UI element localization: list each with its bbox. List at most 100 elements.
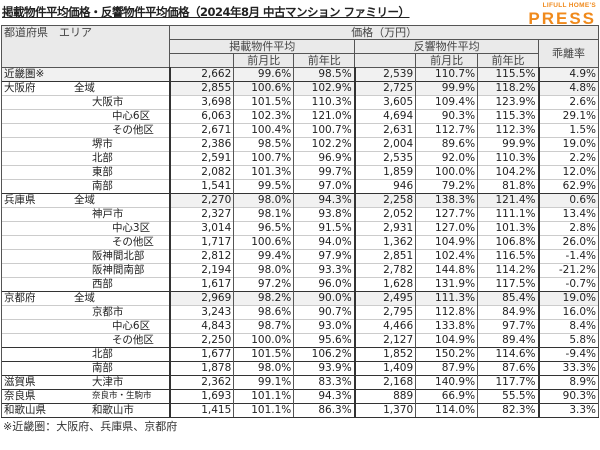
response-price-cell: 2,495 xyxy=(353,291,417,306)
region-cell: 近畿圏※ xyxy=(0,67,171,82)
listed-mom-cell: 98.1% xyxy=(233,207,295,222)
table-row: 阪神間北部 2,812 99.4% 97.9% 2,851 102.4% 116.5% -1.… xyxy=(0,249,599,264)
table-row: 兵庫県 全域 2,270 98.0% 94.3% 2,258 138.3% 121.4% 0.6… xyxy=(0,193,599,208)
response-yoy-cell: 118.2% xyxy=(477,81,540,96)
gap-rate-cell: 2.8% xyxy=(537,221,599,236)
listed-yoy-cell: 90.0% xyxy=(293,291,356,306)
gap-rate-cell: 8.4% xyxy=(537,319,599,334)
prefecture-cell xyxy=(0,347,66,362)
listed-price-cell: 2,855 xyxy=(168,81,235,96)
response-yoy-cell: 87.6% xyxy=(477,361,540,376)
listed-mom-cell: 101.5% xyxy=(233,95,295,110)
table-row: 西部 1,617 97.2% 96.0% 1,628 131.9% 117.5% -0.7% xyxy=(0,277,599,292)
gap-rate-cell: 16.0% xyxy=(537,305,599,320)
area-cell: 阪神間南部 xyxy=(65,263,171,278)
response-yoy-cell: 106.8% xyxy=(477,235,540,250)
response-mom-cell: 110.7% xyxy=(415,67,479,82)
response-price-cell: 1,370 xyxy=(353,403,417,418)
table-row: 奈良県 奈良市・生駒市 1,693 101.1% 94.3% 889 66.9% 55.5% 9… xyxy=(0,389,599,404)
response-yoy-cell: 85.4% xyxy=(477,291,540,306)
prefecture-cell xyxy=(0,305,66,320)
area-cell: 全域 xyxy=(65,193,171,208)
listed-price-cell: 1,415 xyxy=(168,403,235,418)
response-mom-cell: 104.9% xyxy=(415,333,479,348)
response-price-cell: 4,694 xyxy=(353,109,417,124)
area-cell: 堺市 xyxy=(65,137,171,152)
response-mom-cell: 79.2% xyxy=(415,179,479,194)
table-row: 京都府 全域 2,969 98.2% 90.0% 2,495 111.3% 85.4% 19.0… xyxy=(0,291,599,306)
listed-price-cell: 3,698 xyxy=(168,95,235,110)
gap-rate-cell: -9.4% xyxy=(537,347,599,362)
response-yoy-cell: 89.4% xyxy=(477,333,540,348)
listed-mom-cell: 101.5% xyxy=(233,347,295,362)
listed-price-cell: 2,812 xyxy=(168,249,235,264)
response-yoy-header: 前年比 xyxy=(477,53,540,68)
prefecture-cell xyxy=(0,249,66,264)
listed-yoy-cell: 97.9% xyxy=(293,249,356,264)
response-mom-cell: 138.3% xyxy=(415,193,479,208)
response-mom-cell: 109.4% xyxy=(415,95,479,110)
table-row: 京都市 3,243 98.6% 90.7% 2,795 112.8% 84.9% 16.0% xyxy=(0,305,599,320)
prefecture-cell xyxy=(0,123,66,138)
listed-mom-cell: 99.5% xyxy=(233,179,295,194)
response-mom-cell: 112.7% xyxy=(415,123,479,138)
table-row: 中心6区 6,063 102.3% 121.0% 4,694 90.3% 115.3% 29.… xyxy=(0,109,599,124)
response-yoy-cell: 110.3% xyxy=(477,151,540,166)
gap-rate-cell: 2.6% xyxy=(537,95,599,110)
response-yoy-cell: 97.7% xyxy=(477,319,540,334)
table-row: 滋賀県 大津市 2,362 99.1% 83.3% 2,168 140.9% 117.7% 8.… xyxy=(0,375,599,390)
listed-yoy-cell: 93.3% xyxy=(293,263,356,278)
listed-price-cell: 2,662 xyxy=(168,67,235,82)
price-table: 都道府県 エリア 価格（万円） 掲載物件平均 反響物件平均 乖離率 前月比 前年… xyxy=(0,25,599,418)
response-yoy-cell: 101.3% xyxy=(477,221,540,236)
listed-mom-cell: 97.2% xyxy=(233,277,295,292)
area-cell: 全域 xyxy=(65,291,171,306)
listed-mom-cell: 102.3% xyxy=(233,109,295,124)
listed-yoy-cell: 94.3% xyxy=(293,389,356,404)
prefecture-cell xyxy=(0,333,66,348)
listed-mom-cell: 100.6% xyxy=(233,81,295,96)
table-row: 北部 1,677 101.5% 106.2% 1,852 150.2% 114.6% -9.4… xyxy=(0,347,599,362)
listed-yoy-cell: 94.3% xyxy=(293,193,356,208)
prefecture-cell: 滋賀県 xyxy=(0,375,66,390)
response-mom-cell: 90.3% xyxy=(415,109,479,124)
listed-yoy-header: 前年比 xyxy=(293,53,356,68)
response-price-cell: 1,852 xyxy=(353,347,417,362)
response-mom-cell: 111.3% xyxy=(415,291,479,306)
listed-yoy-cell: 83.3% xyxy=(293,375,356,390)
response-price-cell: 1,362 xyxy=(353,235,417,250)
gap-rate-cell: 0.6% xyxy=(537,193,599,208)
table-row: 近畿圏※ 2,662 99.6% 98.5% 2,539 110.7% 115.5% 4.9% xyxy=(0,67,599,82)
response-mom-cell: 144.8% xyxy=(415,263,479,278)
area-cell: 中心6区 xyxy=(65,319,171,334)
listed-yoy-cell: 106.2% xyxy=(293,347,356,362)
response-yoy-cell: 55.5% xyxy=(477,389,540,404)
area-cell: 北部 xyxy=(65,151,171,166)
table-row: 阪神間南部 2,194 98.0% 93.3% 2,782 144.8% 114.2% -21… xyxy=(0,263,599,278)
listed-price-cell: 3,243 xyxy=(168,305,235,320)
response-price-cell: 2,851 xyxy=(353,249,417,264)
listed-yoy-cell: 90.7% xyxy=(293,305,356,320)
prefecture-cell xyxy=(0,221,66,236)
listed-mom-cell: 99.1% xyxy=(233,375,295,390)
prefecture-cell xyxy=(0,207,66,222)
prefecture-cell xyxy=(0,277,66,292)
gap-rate-cell: 26.0% xyxy=(537,235,599,250)
response-price-cell: 4,466 xyxy=(353,319,417,334)
listed-mom-cell: 99.6% xyxy=(233,67,295,82)
gap-rate-cell: 19.0% xyxy=(537,137,599,152)
response-price-cell: 2,631 xyxy=(353,123,417,138)
response-yoy-cell: 117.5% xyxy=(477,277,540,292)
prefecture-cell xyxy=(0,319,66,334)
listed-mom-cell: 101.1% xyxy=(233,403,295,418)
prefecture-cell: 和歌山県 xyxy=(0,403,66,418)
listed-price-cell: 2,194 xyxy=(168,263,235,278)
response-price-cell: 1,859 xyxy=(353,165,417,180)
table-row: その他区 2,671 100.4% 100.7% 2,631 112.7% 112.3% 1.… xyxy=(0,123,599,138)
table-row: 北部 2,591 100.7% 96.9% 2,535 92.0% 110.3% 2.2% xyxy=(0,151,599,166)
area-cell: 奈良市・生駒市 xyxy=(65,389,171,404)
listed-mom-cell: 101.3% xyxy=(233,165,295,180)
response-mom-cell: 112.8% xyxy=(415,305,479,320)
listed-price-cell: 2,250 xyxy=(168,333,235,348)
response-price-cell: 3,605 xyxy=(353,95,417,110)
